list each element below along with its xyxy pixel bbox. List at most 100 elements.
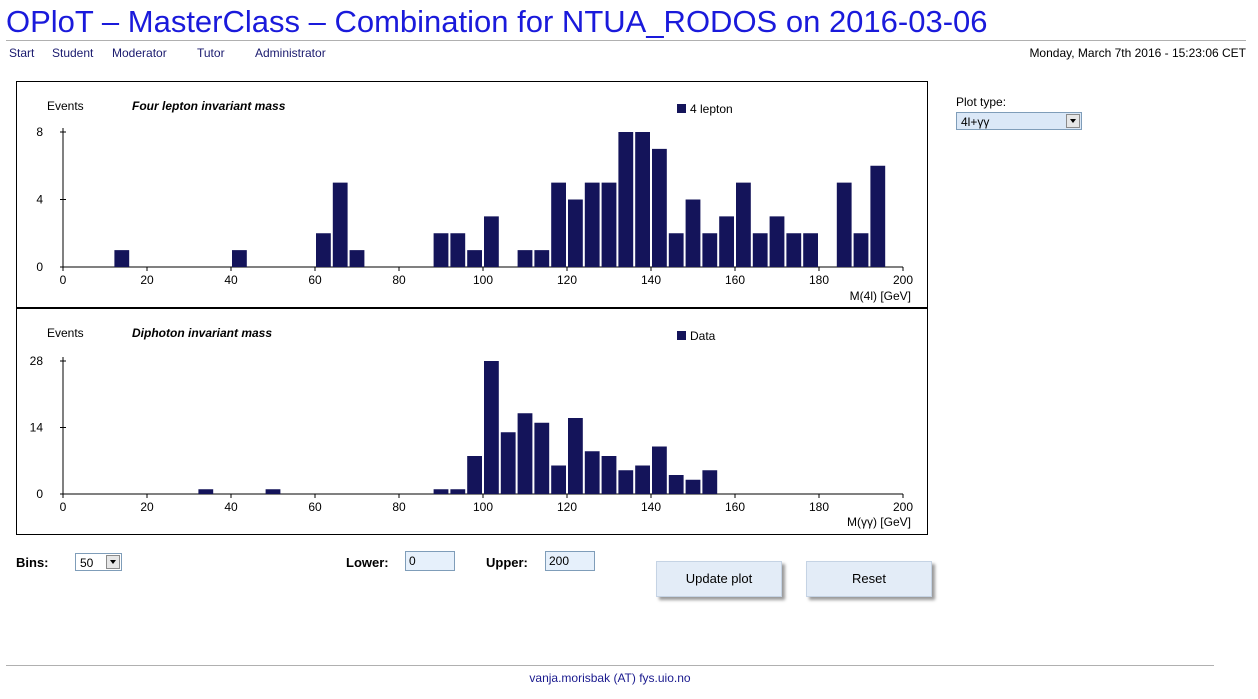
histogram-bar: [635, 132, 650, 267]
histogram-bar: [467, 250, 482, 267]
x-tick-label: 160: [725, 273, 745, 287]
update-plot-button[interactable]: Update plot: [656, 561, 782, 597]
histogram-bar: [853, 233, 869, 267]
nav-administrator[interactable]: Administrator: [255, 46, 326, 60]
plot-type-select[interactable]: 4l+γγ: [956, 112, 1082, 130]
x-tick-label: 160: [725, 500, 745, 514]
histogram-bar: [467, 456, 482, 494]
plot-type-value: 4l+γγ: [961, 115, 990, 129]
histogram-bar: [534, 422, 550, 494]
nav-moderator[interactable]: Moderator: [112, 46, 167, 60]
histogram-bar: [568, 418, 583, 494]
histogram-bar: [870, 165, 886, 267]
bins-label: Bins:: [16, 555, 49, 570]
histogram-bar: [685, 199, 701, 267]
histogram-bar: [668, 475, 684, 494]
x-tick-label: 20: [140, 500, 154, 514]
diphoton-plot: Events Diphoton invariant mass Data M(γγ…: [30, 326, 914, 529]
datetime: Monday, March 7th 2016 - 15:23:06 CET: [1029, 46, 1246, 60]
histogram-bar: [601, 456, 617, 494]
x-tick-label: 180: [809, 273, 829, 287]
legend-swatch: [677, 104, 686, 113]
histogram-bar: [517, 250, 533, 267]
histogram-bar: [349, 250, 365, 267]
x-tick-label: 140: [641, 500, 661, 514]
histogram-bar: [232, 250, 247, 267]
bins-select[interactable]: 50: [75, 553, 122, 571]
x-tick-label: 60: [308, 500, 322, 514]
histogram-bar: [803, 233, 818, 267]
histogram-bar: [198, 489, 214, 494]
title-divider: [6, 40, 1246, 41]
dropdown-arrow-icon[interactable]: [106, 555, 120, 569]
chart-title: Four lepton invariant mass: [132, 99, 286, 113]
histogram-bar: [551, 182, 566, 267]
bars: [114, 132, 886, 267]
dropdown-arrow-icon[interactable]: [1066, 114, 1080, 128]
histogram-bar: [601, 182, 617, 267]
histogram-bar: [836, 182, 852, 267]
histogram-bar: [568, 199, 583, 267]
histogram-bar: [450, 489, 466, 494]
histogram-bar: [433, 489, 449, 494]
y-axis-label: Events: [47, 99, 84, 113]
x-tick-label: 60: [308, 273, 322, 287]
x-axis-label: M(γγ) [GeV]: [847, 515, 911, 529]
x-tick-label: 200: [893, 273, 913, 287]
x-tick-label: 0: [60, 273, 67, 287]
bins-value: 50: [80, 556, 94, 570]
legend-swatch: [677, 331, 686, 340]
bars: [198, 361, 718, 494]
histogram-bar: [635, 465, 650, 494]
x-tick-label: 100: [473, 500, 493, 514]
lower-input[interactable]: [405, 551, 455, 571]
y-tick-label: 28: [30, 354, 44, 368]
histogram-bar: [584, 182, 600, 267]
histogram-bar: [668, 233, 684, 267]
x-tick-label: 0: [60, 500, 67, 514]
x-tick-label: 40: [224, 500, 238, 514]
upper-input[interactable]: [545, 551, 595, 571]
y-tick-label: 14: [30, 421, 44, 435]
histogram-bar: [484, 361, 499, 494]
histogram-bar: [500, 432, 516, 494]
histogram-bar: [719, 216, 734, 267]
x-tick-label: 120: [557, 273, 577, 287]
histogram-bar: [265, 489, 281, 494]
nav-tutor[interactable]: Tutor: [197, 46, 225, 60]
y-axis-label: Events: [47, 326, 84, 340]
histogram-bar: [584, 451, 600, 494]
histogram-bar: [786, 233, 802, 267]
x-tick-label: 40: [224, 273, 238, 287]
nav-student[interactable]: Student: [52, 46, 94, 60]
x-tick-label: 180: [809, 500, 829, 514]
footer-divider: [6, 665, 1214, 666]
chart-title: Diphoton invariant mass: [132, 326, 272, 340]
reset-button[interactable]: Reset: [806, 561, 932, 597]
chart-divider: [16, 307, 928, 309]
histogram-bar: [332, 182, 348, 267]
upper-label: Upper:: [486, 555, 528, 570]
histogram-bar: [618, 132, 634, 267]
histogram-bar: [316, 233, 331, 267]
legend-label: 4 lepton: [690, 102, 733, 116]
four-lepton-plot: Events Four lepton invariant mass 4 lept…: [36, 99, 913, 303]
histogram-bar: [450, 233, 466, 267]
x-tick-label: 200: [893, 500, 913, 514]
histogram-bar: [652, 148, 667, 267]
x-tick-label: 80: [392, 273, 406, 287]
y-tick-label: 0: [36, 487, 43, 501]
histogram-bar: [752, 233, 768, 267]
x-tick-label: 140: [641, 273, 661, 287]
histogram-bar: [702, 233, 718, 267]
y-tick-label: 8: [36, 125, 43, 139]
x-tick-label: 100: [473, 273, 493, 287]
footer-email[interactable]: vanja.morisbak (AT) fys.uio.no: [529, 671, 691, 685]
axes: 0 20 40 60 80 100 120 140 160 180 200 0 4 8: [36, 125, 913, 287]
x-tick-label: 20: [140, 273, 154, 287]
histogram-bar: [618, 470, 634, 494]
histogram-bar: [484, 216, 499, 267]
nav-start[interactable]: Start: [9, 46, 35, 60]
page-title: OPloT – MasterClass – Combination for NT…: [6, 4, 988, 39]
histogram-bar: [736, 182, 751, 267]
